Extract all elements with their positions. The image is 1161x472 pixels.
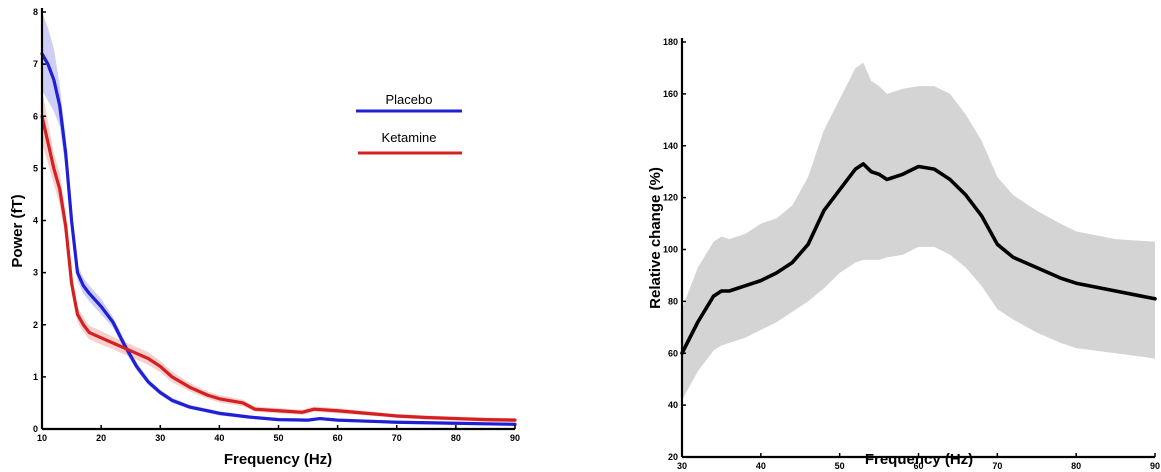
relative-change-chart: 20 40 60 80 100 120 140 160 180 30 40 50 60 70 80 90 Fr… [647,37,1160,471]
legend-label-ketamine: Ketamine [382,130,437,145]
tick-labels: 0 1 2 3 4 5 6 7 8 10 20 30 40 50 60 70 80 90 [33,7,520,443]
y-tick-label: 140 [663,141,678,151]
ketamine-error-band [42,90,515,423]
series-lines [40,52,517,426]
power-spectrum-chart: 0 1 2 3 4 5 6 7 8 10 20 30 40 50 60 70 80 90 Frequency (H… [9,7,520,468]
y-axis-title: Relative change (%) [647,167,664,309]
confidence-bands [42,12,515,426]
series-0-line [680,162,1157,356]
y-tick-label: 80 [668,296,678,306]
y-tick-label: 20 [668,452,678,462]
x-tick-label: 50 [273,433,283,443]
legend-label-placebo: Placebo [386,92,433,107]
y-axis-title: Power (fT) [9,194,26,267]
y-tick-label: 4 [33,216,38,226]
x-tick-label: 80 [451,433,461,443]
placebo-error-band [42,12,515,426]
y-tick-label: 8 [33,7,38,17]
y-tick-label: 1 [33,372,38,382]
y-tick-label: 100 [663,245,678,255]
series-lines [680,162,1157,356]
axes [680,38,1156,459]
x-tick-label: 90 [1150,461,1160,471]
placebo-line [40,52,517,426]
ketamine-line [40,114,517,422]
x-tick-label: 40 [756,461,766,471]
x-axis-title: Frequency (Hz) [224,451,332,468]
y-tick-label: 3 [33,268,38,278]
y-tick-label: 0 [33,424,38,434]
x-tick-label: 40 [214,433,224,443]
x-tick-label: 30 [677,461,687,471]
x-tick-label: 20 [96,433,106,443]
y-tick-label: 5 [33,163,38,173]
x-tick-label: 70 [392,433,402,443]
legend: Placebo Ketamine [356,92,462,155]
confidence-bands [682,62,1155,400]
x-tick-label: 70 [992,461,1002,471]
tick-labels: 20 40 60 80 100 120 140 160 180 30 40 50 60 70 80 90 [663,37,1160,471]
x-tick-label: 90 [510,433,520,443]
axes [40,8,516,431]
series-0-error-band [682,62,1155,400]
y-tick-label: 7 [33,59,38,69]
y-tick-label: 40 [668,400,678,410]
y-tick-label: 180 [663,37,678,47]
x-tick-label: 50 [835,461,845,471]
x-tick-label: 30 [155,433,165,443]
x-tick-label: 60 [333,433,343,443]
x-axis-title: Frequency (Hz) [865,451,973,468]
y-tick-label: 60 [668,348,678,358]
x-tick-label: 60 [913,461,923,471]
x-tick-label: 10 [37,433,47,443]
y-tick-label: 160 [663,89,678,99]
y-tick-label: 6 [33,111,38,121]
x-tick-label: 80 [1071,461,1081,471]
y-tick-label: 2 [33,320,38,330]
y-tick-label: 120 [663,193,678,203]
